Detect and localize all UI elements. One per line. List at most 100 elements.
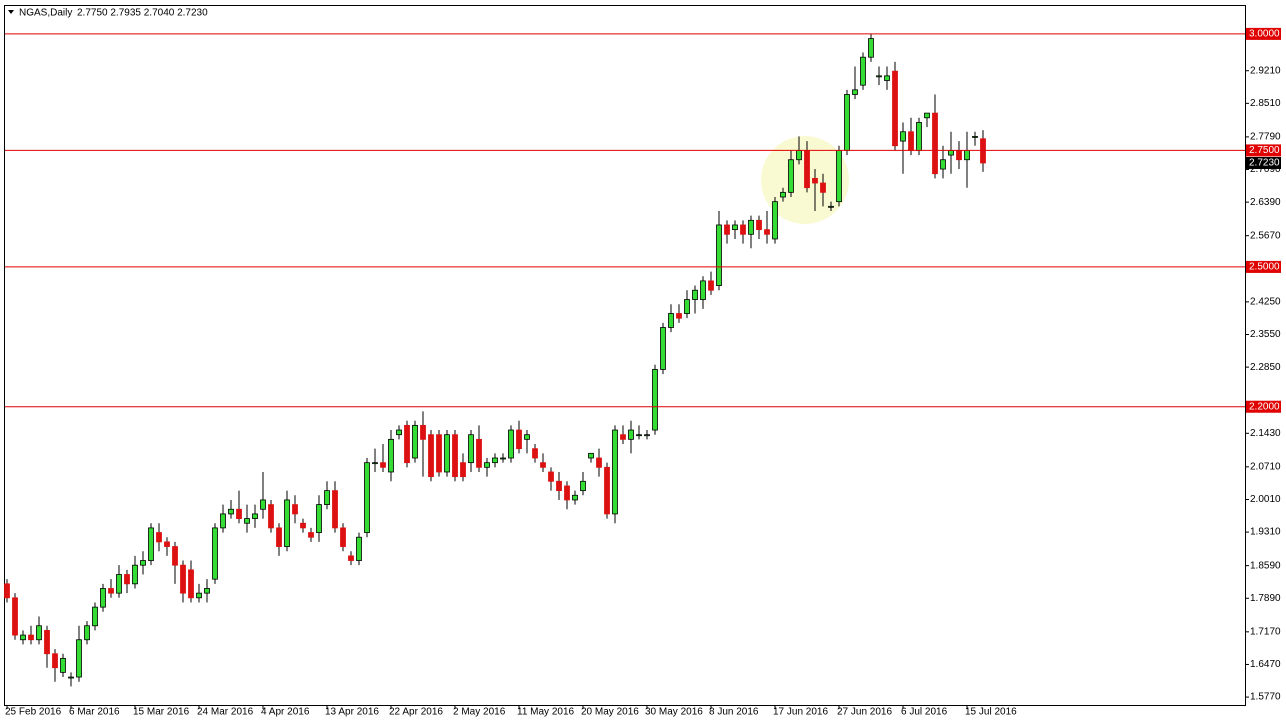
candle-body [284, 499, 290, 547]
y-tick-label: 2.6390 [1250, 197, 1281, 208]
candle-body [596, 457, 602, 468]
candle-body [964, 150, 970, 161]
candle-body [20, 634, 26, 641]
candle-body [292, 504, 298, 515]
candle-body [444, 434, 450, 473]
candle-body [876, 75, 882, 78]
candle-body [412, 424, 418, 459]
level-label: 3.0000 [1249, 29, 1280, 40]
candle-body [724, 224, 730, 235]
candle-body [612, 429, 618, 515]
candle-body [12, 597, 18, 636]
candle-body [924, 112, 930, 119]
candle-body [732, 224, 738, 231]
candle-body [396, 429, 402, 436]
candle-body [740, 224, 746, 235]
candle-body [260, 499, 266, 510]
level-label-bg [1246, 260, 1281, 273]
candle-body [172, 546, 178, 566]
candle-body [572, 494, 578, 501]
candle-body [60, 657, 66, 673]
x-tick-label: 15 Jul 2016 [965, 707, 1017, 718]
y-tick-label: 2.3550 [1250, 329, 1281, 340]
x-tick-label: 27 Jun 2016 [837, 707, 892, 718]
candle-body [268, 504, 274, 529]
candle-body [108, 588, 114, 594]
candle-body [772, 201, 778, 240]
x-tick-label: 4 Apr 2016 [261, 707, 310, 718]
candle-body [884, 75, 890, 81]
y-tick-label: 2.4250 [1250, 297, 1281, 308]
candle-body [68, 676, 74, 679]
candle-body [956, 150, 962, 161]
last-price-label: 2.7230 [1249, 158, 1280, 169]
candle-body [380, 462, 386, 468]
candle-body [420, 424, 426, 440]
candle-body [156, 532, 162, 543]
candle-body [948, 150, 954, 156]
candle-body [708, 280, 714, 291]
level-label: 2.7500 [1249, 145, 1280, 156]
x-tick-label: 6 Jul 2016 [901, 707, 948, 718]
candle-body [676, 313, 682, 319]
candle-body [348, 555, 354, 561]
candle-body [644, 434, 650, 437]
candle-body [356, 536, 362, 561]
candle-body [620, 434, 626, 440]
candle-body [564, 485, 570, 501]
candle-body [364, 462, 370, 533]
candle-body [916, 122, 922, 151]
candle-body [212, 527, 218, 580]
candle-body [668, 313, 674, 328]
candle-body [628, 429, 634, 440]
candle-body [28, 634, 34, 641]
level-label-bg [1246, 27, 1281, 40]
candle-body [692, 289, 698, 300]
candle-body [580, 480, 586, 492]
menu-arrow [8, 10, 14, 14]
candle-body [900, 131, 906, 142]
candle-body [428, 434, 434, 478]
level-label-bg [1246, 400, 1281, 413]
candle-body [100, 588, 106, 608]
level-label: 2.5000 [1249, 262, 1280, 273]
candle-body [140, 560, 146, 566]
candle-body [836, 150, 842, 203]
candle-body [460, 462, 466, 478]
x-tick-label: 11 May 2016 [517, 707, 575, 718]
candle-body [764, 229, 770, 235]
candle-body [332, 490, 338, 529]
y-tick-label: 1.6470 [1250, 659, 1281, 670]
y-tick-label: 1.8590 [1250, 560, 1281, 571]
y-tick-label: 1.7890 [1250, 593, 1281, 604]
candle-body [908, 131, 914, 151]
candle-body [796, 150, 802, 161]
x-tick-label: 17 Jun 2016 [773, 707, 828, 718]
candle-body [308, 532, 314, 538]
y-tick-label: 2.2850 [1250, 362, 1281, 373]
candle-body [852, 89, 858, 95]
candle-body [404, 424, 410, 464]
candle-body [700, 280, 706, 300]
candle-body [164, 541, 170, 547]
x-tick-label: 20 May 2016 [581, 707, 639, 718]
candle-body [788, 159, 794, 193]
x-tick-label: 30 May 2016 [645, 707, 703, 718]
candle-body [92, 606, 98, 627]
candle-body [180, 564, 186, 594]
candle-body [540, 462, 546, 468]
candle-body [604, 466, 610, 515]
candle-body [892, 70, 898, 147]
candle-body [132, 564, 138, 585]
x-tick-label: 25 Feb 2016 [5, 707, 62, 718]
candle-body [588, 452, 594, 459]
candle-body [124, 574, 130, 585]
candle-body [812, 177, 818, 184]
candle-body [300, 522, 306, 529]
candle-body [340, 527, 346, 547]
last-price-bg [1246, 156, 1281, 169]
candle-body [476, 438, 482, 468]
level-label-bg [1246, 144, 1281, 157]
candle-body [684, 299, 690, 314]
